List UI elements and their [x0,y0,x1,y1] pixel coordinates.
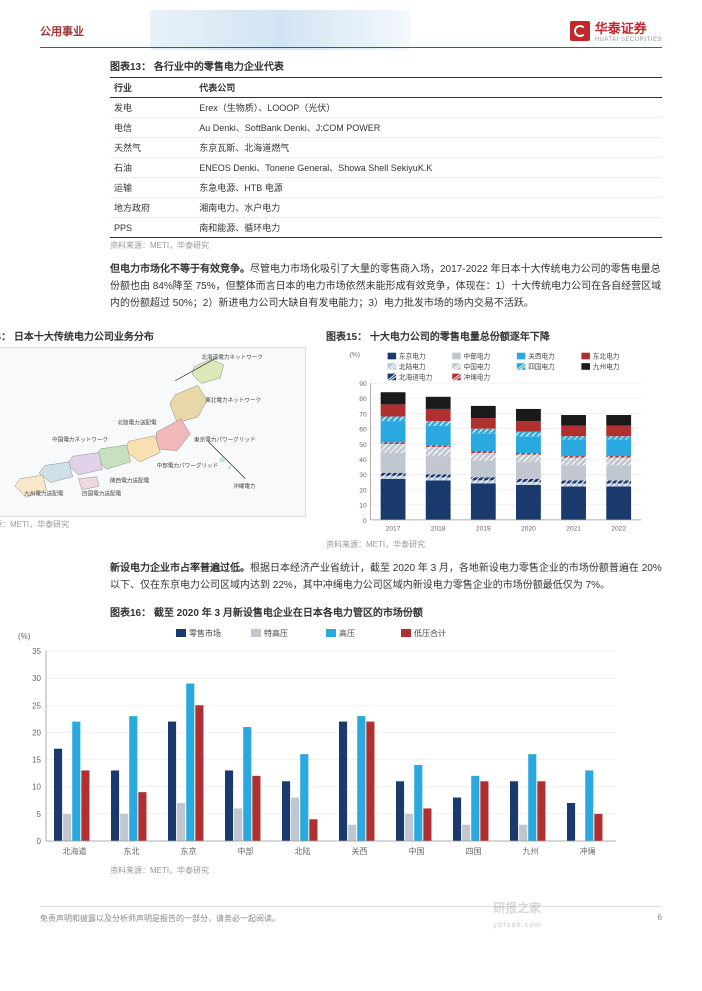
svg-text:2019: 2019 [476,525,491,532]
svg-text:40: 40 [359,457,367,464]
svg-text:北陆电力: 北陆电力 [399,362,426,371]
svg-text:中部电力: 中部电力 [464,351,491,360]
svg-text:中部: 中部 [238,846,254,856]
svg-text:北陸電力送配電: 北陸電力送配電 [117,419,157,427]
svg-text:冲绳: 冲绳 [580,846,596,856]
table-row: 石油ENEOS Denki、Tonene General、Showa Shell… [110,158,662,178]
brand-logo: 华泰证券 HUATAI SECURITIES [570,18,662,43]
svg-text:关西: 关西 [352,846,368,856]
watermark: 研报之家 yblook.com [493,899,542,930]
svg-text:25: 25 [32,701,41,710]
svg-text:0: 0 [363,518,367,525]
svg-text:东北: 东北 [124,846,140,856]
fig16-chart: 零售市场 特高压 高压 低压合计 (%) 0 5 10 15 20 25 30 35 北海道 东北 东京 中部 北… [0,623,662,863]
report-header: 公用事业 华泰证券 HUATAI SECURITIES [40,18,662,48]
disclaimer: 免责声明和披露以及分析师声明是报告的一部分，请务必一起阅读。 [40,913,280,924]
svg-text:四国: 四国 [466,847,482,856]
table13-source: 资料来源：METI，华泰研究 [110,240,662,251]
fig14-title: 图表14： 日本十大传统电力公司业务分布 [0,328,306,343]
svg-text:零售市场: 零售市场 [189,628,221,638]
svg-text:東京電力パワーグリッド: 東京電力パワーグリッド [194,435,256,443]
svg-text:90: 90 [359,381,367,388]
fig14-source: 资料来源：METI，华泰研究 [0,519,306,530]
page-number: 6 [658,913,662,924]
table-row: 天然气东京瓦斯、北海道燃气 [110,138,662,158]
table-header: 代表公司 [195,78,662,98]
svg-text:九州電力送配電: 九州電力送配電 [24,489,64,497]
svg-text:特高压: 特高压 [264,628,288,638]
table-row: 发电Erex（生物质）、LOOOP（光伏） [110,98,662,118]
svg-text:东京电力: 东京电力 [399,351,426,360]
svg-text:20: 20 [32,728,41,737]
fig15-source: 资料来源：METI，华泰研究 [326,539,662,550]
svg-text:80: 80 [359,396,367,403]
svg-text:2017: 2017 [386,525,401,532]
svg-text:50: 50 [359,442,367,449]
table-header: 行业 [110,78,195,98]
svg-text:2021: 2021 [566,525,581,532]
svg-text:九州电力: 九州电力 [593,362,620,371]
svg-text:東北電力ネットワーク: 東北電力ネットワーク [205,396,261,404]
svg-text:15: 15 [32,756,41,765]
svg-text:20: 20 [359,487,367,494]
brand-name: 华泰证券 [595,18,662,37]
table-row: 运输东急电源、HTB 电源 [110,178,662,198]
category-label: 公用事业 [40,23,84,39]
svg-text:东北电力: 东北电力 [593,351,620,360]
svg-text:10: 10 [32,783,41,792]
svg-text:中国: 中国 [409,846,425,856]
svg-text:0: 0 [37,837,42,846]
svg-text:四国电力: 四国电力 [528,362,555,371]
fig16-source: 资料来源：METI，华泰研究 [110,865,662,876]
svg-text:低压合计: 低压合计 [414,628,446,638]
table-row: PPS南和能源、循环电力 [110,218,662,238]
svg-text:北海道: 北海道 [63,846,87,856]
fig15-chart: 东京电力 中部电力 关西电力 东北电力北陆电力 中国电力 四国电力 九州电力北海道电力 冲绳电… [326,347,662,537]
paragraph-2: 新设电力企业市占率普遍过低。根据日本经济产业省统计，截至 2020 年 3 月，… [110,560,662,594]
svg-text:东京: 东京 [181,846,197,856]
table13-title: 图表13： 各行业中的零售电力企业代表 [110,58,662,73]
svg-text:(%): (%) [350,352,360,359]
svg-text:2020: 2020 [521,525,536,532]
svg-text:(%): (%) [18,632,31,641]
japan-map: 北海道電力ネットワーク東北電力ネットワーク北陸電力送配電中国電力ネットワーク 東京… [0,347,306,517]
logo-icon [570,21,590,41]
svg-text:北陆: 北陆 [295,846,311,856]
svg-text:中国電力ネットワーク: 中国電力ネットワーク [52,435,108,443]
svg-text:35: 35 [32,647,41,656]
svg-text:沖縄電力: 沖縄電力 [233,482,256,490]
svg-text:中国电力: 中国电力 [464,362,491,371]
para1-bold: 但电力市场化不等于有效竞争。 [110,264,250,275]
svg-text:九州: 九州 [523,847,539,856]
fig15-title: 图表15： 十大电力公司的零售电量总份额逐年下降 [326,328,662,343]
svg-text:70: 70 [359,411,367,418]
para2-bold: 新设电力企业市占率普遍过低。 [110,563,250,574]
svg-text:10: 10 [359,503,367,510]
svg-text:30: 30 [359,472,367,479]
svg-text:2022: 2022 [611,525,626,532]
svg-text:30: 30 [32,674,41,683]
table-row: 电信Au Denki、SoftBank Denki、J:COM POWER [110,118,662,138]
svg-text:四国電力送配電: 四国電力送配電 [82,489,122,497]
svg-text:関西電力送配電: 関西電力送配電 [110,476,150,484]
fig16-title: 图表16： 截至 2020 年 3 月新设售电企业在日本各电力管区的市场份额 [110,604,662,619]
table-row: 地方政府湘南电力、水户电力 [110,198,662,218]
page-footer: 研报之家 yblook.com 免责声明和披露以及分析师声明是报告的一部分，请务… [40,906,662,924]
svg-text:冲绳电力: 冲绳电力 [464,372,491,381]
brand-sub: HUATAI SECURITIES [595,37,662,43]
svg-text:关西电力: 关西电力 [528,351,555,360]
svg-text:北海道電力ネットワーク: 北海道電力ネットワーク [201,353,263,361]
svg-text:北海道电力: 北海道电力 [399,372,433,381]
paragraph-1: 但电力市场化不等于有效竞争。尽管电力市场化吸引了大量的零售商入场，2017-20… [110,261,662,312]
svg-text:5: 5 [37,810,42,819]
table13: 行业代表公司 发电Erex（生物质）、LOOOP（光伏）电信Au Denki、S… [110,77,662,238]
svg-text:中部電力パワーグリッド: 中部電力パワーグリッド [157,461,219,469]
svg-text:高压: 高压 [339,628,355,638]
svg-text:60: 60 [359,427,367,434]
svg-text:2018: 2018 [431,525,446,532]
